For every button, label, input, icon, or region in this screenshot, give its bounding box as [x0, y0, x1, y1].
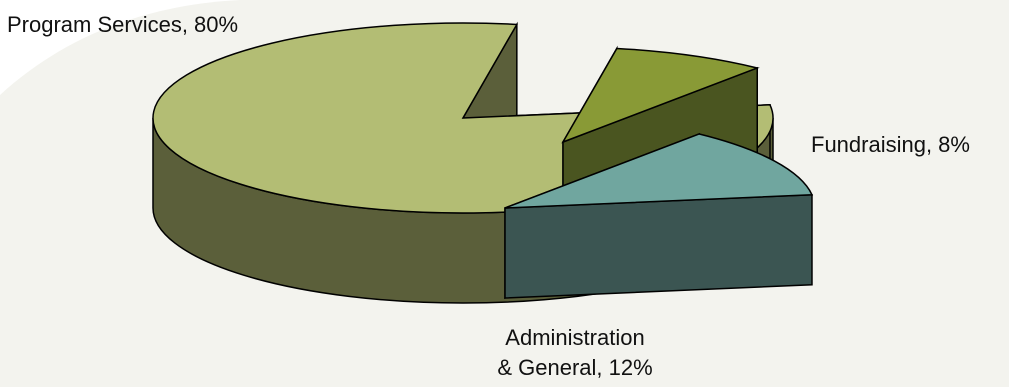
- label-program-services: Program Services, 80%: [7, 12, 238, 37]
- label-administration-line-2: & General, 12%: [497, 355, 652, 380]
- slice-top: [561, 47, 760, 144]
- slice-cut-face: [504, 193, 813, 299]
- label-administration-line-1: Administration: [505, 325, 644, 350]
- label-fundraising: Fundraising, 8%: [811, 132, 970, 157]
- slice-top: [504, 133, 814, 209]
- pie-slice-administration-general: [504, 132, 814, 300]
